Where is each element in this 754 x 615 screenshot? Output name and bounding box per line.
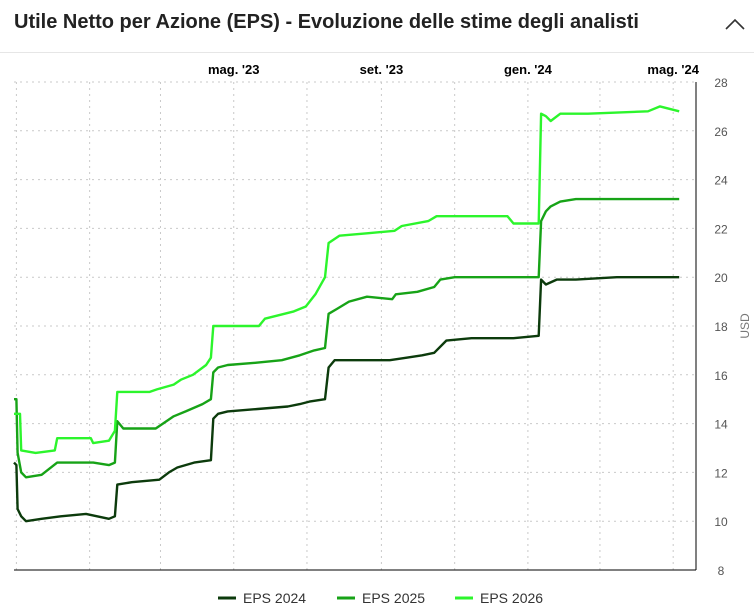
chevron-up-icon[interactable] (722, 12, 748, 38)
x-tick-label: set. '23 (360, 62, 404, 77)
y-tick-label: 24 (714, 174, 728, 188)
legend-label: EPS 2026 (480, 590, 543, 606)
widget-header: Utile Netto per Azione (EPS) - Evoluzion… (0, 0, 754, 53)
y-tick-label: 20 (714, 271, 728, 285)
series-group (13, 105, 680, 523)
x-tick-label: mag. '23 (208, 62, 260, 77)
x-tick-label: gen. '24 (504, 62, 553, 77)
series-line-eps-2024 (13, 276, 680, 523)
chart-title: Utile Netto per Azione (EPS) - Evoluzion… (14, 11, 639, 33)
y-tick-label: 28 (714, 76, 728, 90)
series-line-eps-2025 (14, 197, 680, 479)
x-tick-label: mag. '24 (647, 62, 699, 77)
legend-label: EPS 2025 (362, 590, 425, 606)
legend: EPS 2024 EPS 2025 EPS 2026 (218, 590, 543, 606)
y-tick-label: 14 (714, 418, 728, 432)
y-tick-label: 12 (714, 466, 728, 480)
y-tick-label: 18 (714, 320, 728, 334)
y-tick-label: 8 (718, 564, 725, 578)
legend-label: EPS 2024 (243, 590, 306, 606)
y-tick-label: 22 (714, 222, 728, 236)
y-axis-title: USD (738, 313, 752, 339)
series-line-eps-2026 (14, 105, 680, 455)
y-tick-label: 26 (714, 125, 728, 139)
y-tick-label: 10 (714, 515, 728, 529)
y-tick-label: 16 (714, 369, 728, 383)
eps-chart: 8 10 12 14 16 18 20 22 24 26 28 mag. '23 set. '23 gen… (13, 62, 752, 606)
